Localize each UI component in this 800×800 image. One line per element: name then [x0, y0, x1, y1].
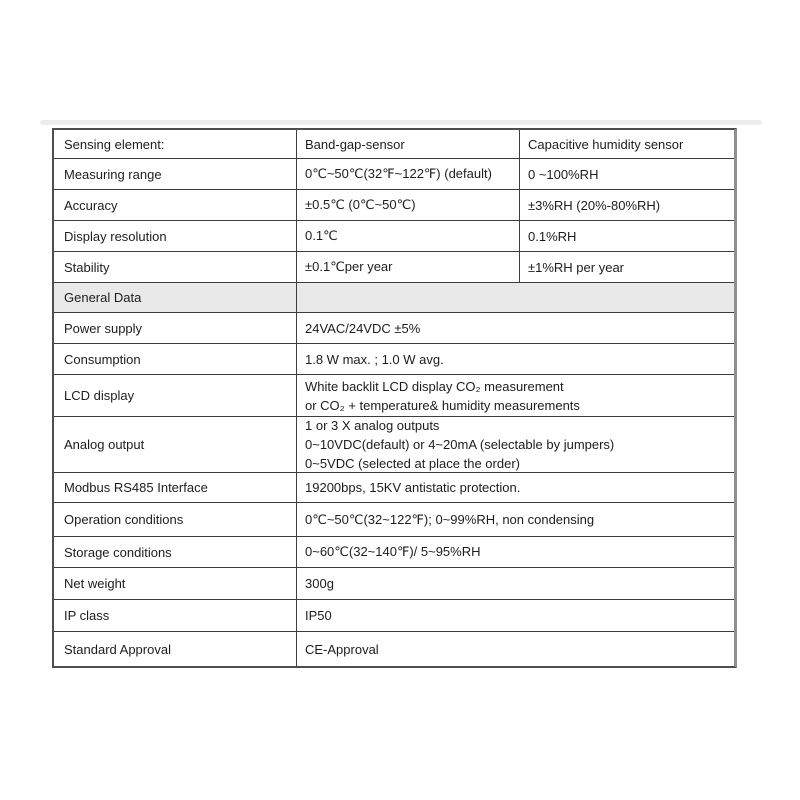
- row-label: Sensing element:: [54, 130, 297, 158]
- cell-line: 0~5VDC (selected at place the order): [305, 456, 520, 471]
- row-cell: 0 ~100%RH: [528, 166, 599, 182]
- cell-line: 1 or 3 X analog outputs: [305, 418, 440, 433]
- row-cell: Capacitive humidity sensor: [528, 136, 684, 152]
- table-row: Measuring range 0℃~50℃(32℉~122℉) (defaul…: [54, 159, 734, 190]
- table-row: Stability ±0.1℃per year ±1%RH per year: [54, 252, 734, 283]
- table-row: Modbus RS485 Interface 19200bps, 15KV an…: [54, 473, 734, 503]
- row-label: Analog output: [54, 417, 297, 472]
- table-section-row: General Data: [54, 283, 734, 313]
- row-cell: 0~60℃(32~140℉)/ 5~95%RH: [305, 544, 481, 559]
- row-cell: ±0.5℃ (0℃~50℃): [297, 190, 520, 220]
- section-label: General Data: [54, 283, 297, 312]
- row-cell: White backlit LCD display CO₂ measuremen…: [297, 375, 734, 416]
- row-label: Power supply: [54, 313, 297, 343]
- table-row: IP class IP50: [54, 600, 734, 632]
- section-empty-cell: [297, 283, 734, 312]
- row-label: IP class: [54, 600, 297, 631]
- table-row: Sensing element: Band-gap-sensor Capacit…: [54, 130, 734, 159]
- page-divider-bar: [40, 120, 762, 125]
- table-row: Operation conditions 0℃~50℃(32~122℉); 0~…: [54, 503, 734, 537]
- cell-line: 0~10VDC(default) or 4~20mA (selectable b…: [305, 437, 615, 452]
- row-cell: CE-Approval: [305, 641, 379, 657]
- row-label: Consumption: [54, 344, 297, 374]
- table-row: Power supply 24VAC/24VDC ±5%: [54, 313, 734, 344]
- row-cell: ±0.1℃per year: [297, 252, 520, 282]
- row-cell: Band-gap-sensor: [297, 130, 520, 158]
- row-cell: 24VAC/24VDC ±5%: [305, 320, 421, 336]
- row-label: Display resolution: [54, 221, 297, 251]
- row-cell: 300g: [305, 576, 334, 591]
- row-cell: ±3%RH (20%-80%RH): [528, 197, 661, 213]
- cell-line: or CO₂ + temperature& humidity measureme…: [305, 397, 580, 413]
- table-row: LCD display White backlit LCD display CO…: [54, 375, 734, 417]
- row-label: Measuring range: [54, 159, 297, 189]
- row-cell: 0.1%RH: [528, 228, 577, 244]
- cell-line: White backlit LCD display CO₂ measuremen…: [305, 378, 564, 394]
- row-cell: 1.8 W max. ; 1.0 W avg.: [305, 351, 444, 367]
- row-cell: 0.1℃: [297, 221, 520, 251]
- table-row: Storage conditions 0~60℃(32~140℉)/ 5~95%…: [54, 537, 734, 568]
- row-label: Stability: [54, 252, 297, 282]
- table-row: Consumption 1.8 W max. ; 1.0 W avg.: [54, 344, 734, 375]
- row-label: LCD display: [54, 375, 297, 416]
- spec-table: Sensing element: Band-gap-sensor Capacit…: [52, 128, 737, 668]
- row-label: Storage conditions: [54, 537, 297, 567]
- table-row: Standard Approval CE-Approval: [54, 632, 734, 666]
- row-cell: 1 or 3 X analog outputs 0~10VDC(default)…: [297, 417, 734, 472]
- table-row: Accuracy ±0.5℃ (0℃~50℃) ±3%RH (20%-80%RH…: [54, 190, 734, 221]
- row-cell: 0℃~50℃(32℉~122℉) (default): [297, 159, 520, 189]
- row-cell: IP50: [305, 608, 332, 623]
- row-label: Operation conditions: [54, 503, 297, 536]
- row-cell: 19200bps, 15KV antistatic protection.: [305, 480, 521, 495]
- table-row: Net weight 300g: [54, 568, 734, 600]
- table-row: Analog output 1 or 3 X analog outputs 0~…: [54, 417, 734, 473]
- row-cell: 0℃~50℃(32~122℉); 0~99%RH, non condensing: [305, 511, 595, 527]
- row-cell: ±1%RH per year: [528, 259, 625, 275]
- row-label: Modbus RS485 Interface: [54, 473, 297, 502]
- row-label: Accuracy: [54, 190, 297, 220]
- row-label: Net weight: [54, 568, 297, 599]
- row-label: Standard Approval: [54, 632, 297, 666]
- table-row: Display resolution 0.1℃ 0.1%RH: [54, 221, 734, 252]
